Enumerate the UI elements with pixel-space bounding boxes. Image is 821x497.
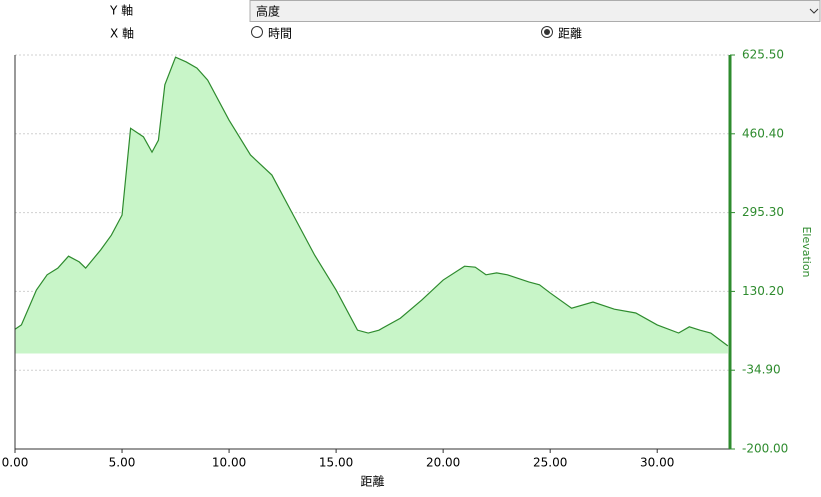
- x-axis-label: X 軸: [110, 27, 134, 41]
- radio-dot: [544, 29, 550, 35]
- y-axis-title: Elevation: [800, 226, 813, 277]
- area-fill: [15, 57, 728, 354]
- radio-option[interactable]: 時間: [251, 26, 293, 41]
- y-tick-label: 625.50: [742, 48, 784, 62]
- x-tick-label: 10.00: [212, 456, 246, 470]
- x-tick-label: 20.00: [426, 456, 460, 470]
- x-tick-label: 25.00: [533, 456, 567, 470]
- x-tick-label: 15.00: [319, 456, 353, 470]
- y-tick-label: -200.00: [742, 442, 788, 456]
- radio-circle: [251, 26, 263, 38]
- radio-label: 距離: [558, 27, 582, 41]
- dropdown-chevron: [809, 8, 819, 14]
- y-tick-label: -34.90: [742, 363, 781, 377]
- y-axis-dropdown[interactable]: 高度: [249, 0, 821, 22]
- dropdown-box: [249, 0, 821, 22]
- x-tick-label: 30.00: [640, 456, 674, 470]
- x-tick-label: 0.00: [2, 456, 29, 470]
- y-tick-label: 295.30: [742, 205, 784, 219]
- x-tick-label: 5.00: [109, 456, 136, 470]
- dropdown-value: 高度: [256, 4, 280, 19]
- area-line: [14, 56, 729, 347]
- y-tick-label: 460.40: [742, 126, 784, 140]
- y-tick-label: 130.20: [742, 284, 784, 298]
- x-axis-title: 距離: [360, 475, 384, 489]
- y-axis-label: Y 軸: [109, 4, 133, 18]
- radio-label: 時間: [268, 27, 292, 41]
- radio-option[interactable]: 距離: [541, 26, 583, 41]
